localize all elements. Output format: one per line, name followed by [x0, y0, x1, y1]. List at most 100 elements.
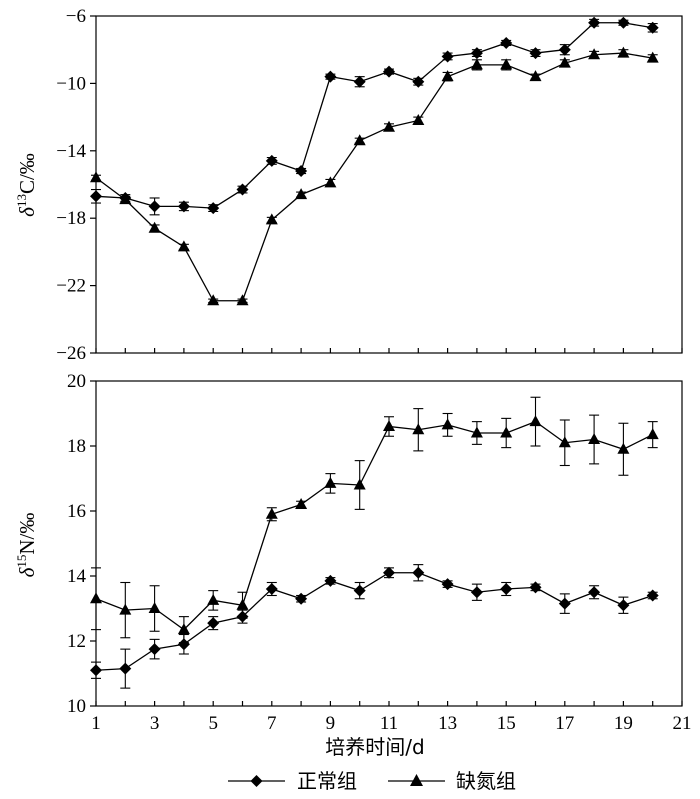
data-point-triangle [295, 188, 308, 200]
data-point-triangle [500, 58, 513, 70]
data-point-diamond [529, 581, 542, 594]
legend-marker-triangle [410, 774, 423, 786]
y-tick-label: 20 [67, 371, 86, 392]
data-point-triangle [177, 623, 190, 635]
data-point-diamond [265, 154, 278, 167]
data-point-triangle [470, 426, 483, 438]
data-point-triangle [412, 423, 425, 435]
x-tick-label: 5 [208, 713, 218, 734]
data-point-diamond [383, 65, 395, 78]
y-axis-label-unit: C/‰ [15, 153, 39, 194]
data-point-diamond [383, 566, 395, 579]
data-point-diamond [177, 200, 190, 213]
data-point-diamond [353, 584, 366, 597]
data-point-diamond [324, 70, 337, 83]
data-point-diamond [295, 165, 308, 178]
legend: 正常组 缺氮组 [228, 769, 516, 793]
data-point-triangle [236, 294, 249, 306]
data-point-diamond [353, 75, 366, 88]
data-point-triangle [207, 593, 220, 605]
data-point-diamond [295, 592, 308, 605]
data-point-diamond [646, 21, 659, 34]
data-point-triangle [353, 478, 366, 490]
data-point-triangle [412, 113, 425, 125]
data-point-diamond [148, 643, 161, 656]
y-tick-label: 14 [67, 566, 87, 587]
data-point-diamond [177, 638, 190, 651]
y-tick-label: 10 [67, 696, 86, 717]
data-point-triangle [383, 120, 395, 132]
y-axis-label-unit: N/‰ [15, 513, 39, 555]
data-point-diamond [207, 617, 220, 630]
y-tick-label: −22 [56, 276, 86, 297]
series-line [95, 52, 653, 302]
data-point-diamond [500, 36, 513, 49]
y-tick-label: 12 [67, 631, 86, 652]
data-point-diamond [529, 47, 542, 60]
data-point-diamond [90, 190, 102, 203]
x-tick-label: 17 [555, 713, 574, 734]
x-tick-label: 19 [614, 713, 633, 734]
y-tick-label: −18 [56, 208, 86, 229]
data-point-triangle [617, 46, 630, 58]
data-point-diamond [119, 662, 132, 675]
data-point-diamond [646, 589, 659, 602]
series-line [95, 572, 653, 671]
data-point-diamond [588, 16, 601, 29]
data-point-triangle [265, 213, 278, 225]
data-point-triangle [383, 420, 395, 431]
data-point-triangle [588, 48, 601, 60]
data-point-diamond [412, 566, 425, 579]
x-tick-label: 21 [673, 713, 692, 734]
data-point-triangle [558, 56, 571, 68]
data-point-triangle [646, 428, 659, 440]
data-point-triangle [324, 176, 337, 188]
x-tick-label: 13 [438, 713, 457, 734]
y-tick-label: −10 [56, 73, 86, 94]
data-point-diamond [207, 202, 220, 215]
data-point-diamond [236, 183, 249, 196]
y-axis-label: δ15N/‰ [14, 513, 39, 578]
y-axis-label-superscript: 15 [14, 555, 29, 568]
data-point-diamond [588, 586, 601, 599]
y-axis-label: δ13C/‰ [14, 153, 39, 217]
data-point-triangle [529, 70, 542, 82]
data-point-triangle [119, 603, 132, 615]
data-point-triangle [324, 476, 337, 488]
x-tick-label: 1 [91, 713, 101, 734]
data-point-triangle [177, 240, 190, 252]
data-point-triangle [529, 415, 542, 427]
legend-label: 正常组 [297, 769, 357, 793]
legend-marker-diamond [250, 775, 263, 787]
data-point-triangle [441, 70, 454, 82]
x-tick-label: 7 [267, 713, 277, 734]
y-tick-label: −6 [66, 6, 86, 27]
x-tick-label: 11 [380, 713, 398, 734]
data-point-diamond [148, 200, 161, 213]
data-point-triangle [558, 436, 571, 448]
data-point-triangle [295, 498, 308, 509]
data-point-triangle [207, 294, 220, 306]
y-tick-label: −26 [56, 343, 86, 364]
data-point-diamond [324, 574, 337, 587]
data-point-diamond [470, 586, 483, 599]
x-tick-label: 15 [497, 713, 516, 734]
legend-label: 缺氮组 [456, 769, 516, 793]
x-axis-label: 培养时间/d [325, 735, 424, 759]
data-point-triangle [441, 418, 454, 430]
data-point-triangle [617, 442, 630, 454]
data-point-diamond [90, 664, 102, 677]
data-point-diamond [470, 47, 483, 60]
data-point-triangle [236, 598, 249, 610]
data-point-triangle [470, 58, 483, 70]
data-point-triangle [500, 426, 513, 438]
y-axis-label-delta: δ [15, 206, 39, 217]
data-point-triangle [148, 602, 161, 613]
y-tick-label: −14 [56, 141, 86, 162]
y-tick-label: 16 [67, 501, 86, 522]
data-point-diamond [265, 583, 278, 595]
y-axis-label-superscript: 13 [14, 194, 29, 207]
data-point-triangle [353, 134, 366, 146]
